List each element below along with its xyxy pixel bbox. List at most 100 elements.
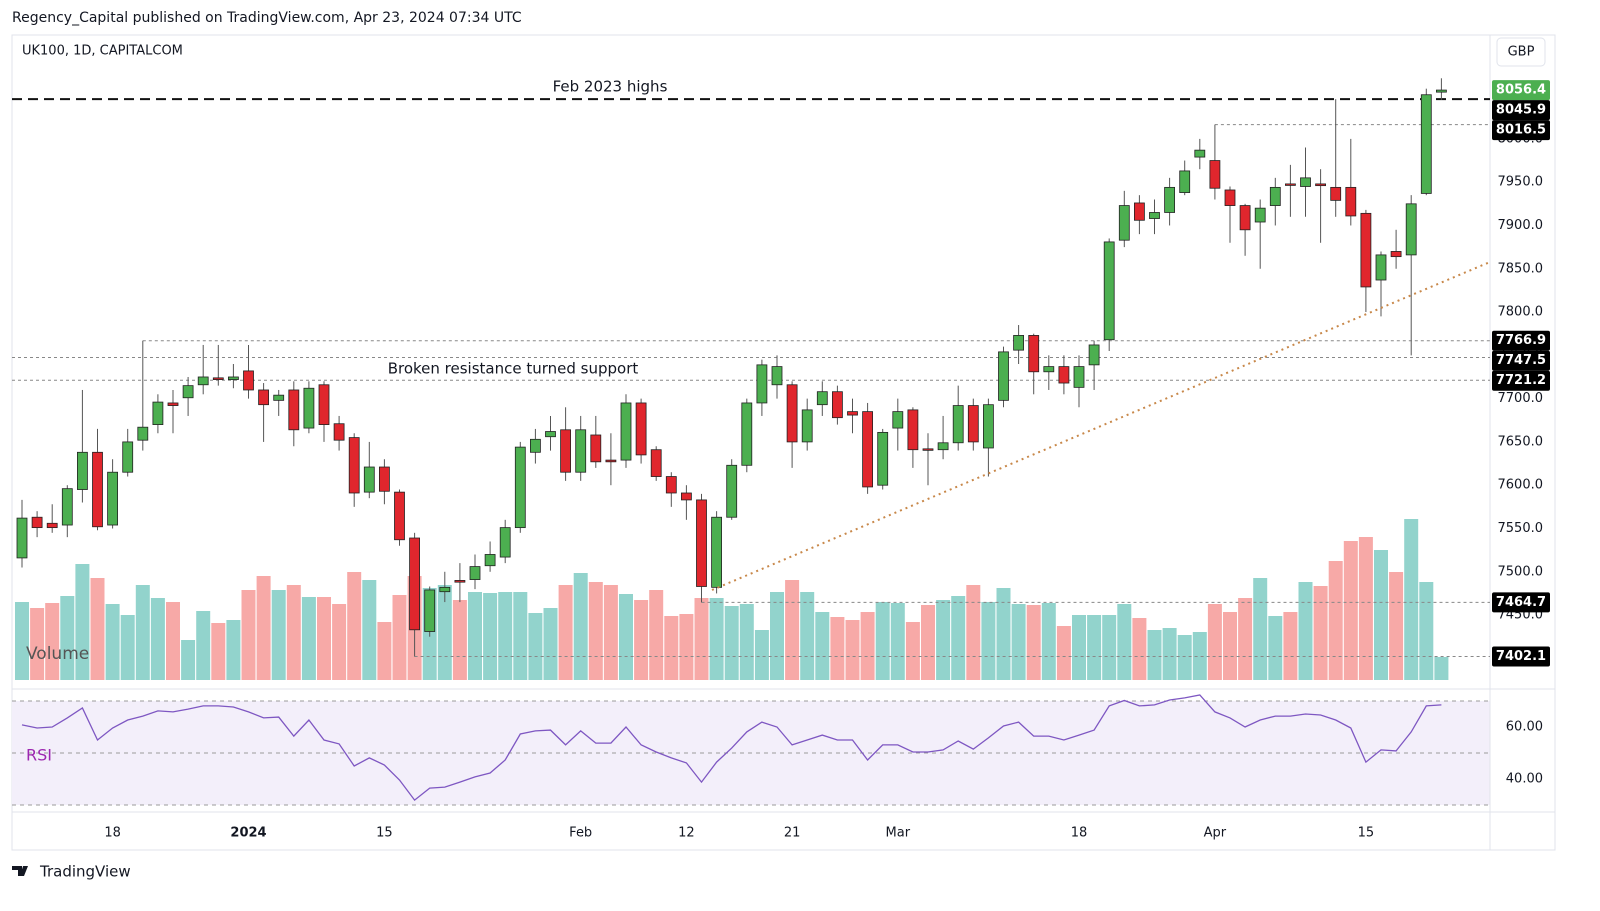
- candle-body: [469, 566, 481, 580]
- candle-body: [983, 404, 994, 449]
- y-tick-label: 7700.0: [1498, 391, 1544, 406]
- price-label: 7402.1: [1496, 649, 1546, 664]
- volume-bar: [1268, 616, 1283, 680]
- price-label: 8056.4: [1496, 83, 1546, 98]
- publisher-line: Regency_Capital published on TradingView…: [12, 10, 522, 26]
- volume-bar: [1253, 578, 1268, 680]
- candle-body: [1013, 335, 1024, 351]
- y-tick-label: 7800.0: [1498, 305, 1544, 320]
- volume-bar: [679, 614, 694, 680]
- candle-body: [1028, 335, 1040, 373]
- volume-bar: [1404, 519, 1419, 680]
- candle-body: [545, 431, 556, 438]
- candle-body: [1315, 183, 1326, 187]
- volume-bar: [286, 585, 301, 680]
- candle-body: [1179, 170, 1191, 193]
- rsi-line: [21, 694, 1442, 802]
- volume-bar: [528, 613, 543, 680]
- volume-bar: [1011, 604, 1026, 680]
- volume-bar: [135, 585, 150, 680]
- volume-bar: [60, 596, 75, 680]
- candle-body: [1058, 366, 1070, 384]
- brand: TradingView: [39, 863, 131, 881]
- volume-bar: [573, 573, 588, 680]
- volume-bar: [317, 597, 331, 680]
- candle-body: [61, 488, 73, 526]
- price-label: 7766.9: [1496, 333, 1546, 348]
- volume-bar: [1147, 630, 1162, 680]
- rsi-tick-label: 60.00: [1506, 720, 1543, 735]
- volume-bar: [966, 585, 981, 680]
- volume-bar: [1192, 632, 1207, 680]
- volume-bar: [1313, 586, 1328, 680]
- volume-bar: [649, 590, 664, 680]
- volume-bar: [1358, 537, 1373, 680]
- volume-bar: [634, 600, 649, 680]
- volume-bar: [226, 620, 241, 680]
- volume-bar: [362, 580, 377, 680]
- volume-bar: [1434, 657, 1449, 680]
- volume-bar: [271, 590, 286, 680]
- volume-bar: [332, 604, 347, 680]
- price-label-box: [1492, 330, 1550, 351]
- candle-body: [696, 499, 707, 587]
- symbol-title: UK100, 1D, CAPITALCOM: [22, 44, 183, 59]
- candle-body: [439, 586, 451, 593]
- candle-body: [333, 423, 345, 441]
- candle-body: [998, 351, 1009, 401]
- candle-body: [590, 434, 602, 463]
- candle-body: [1285, 183, 1296, 186]
- candle-body: [1269, 186, 1281, 206]
- candle-body: [665, 476, 677, 494]
- candle-body: [1360, 212, 1372, 288]
- volume-bar: [301, 597, 316, 680]
- candle-body: [303, 387, 315, 429]
- candle-body: [560, 429, 571, 473]
- candle-body: [167, 402, 179, 406]
- candle-body: [197, 376, 209, 386]
- volume-bar: [196, 611, 211, 680]
- volume-bar: [1419, 582, 1434, 680]
- volume-bar: [392, 595, 407, 680]
- currency-box[interactable]: [1496, 37, 1546, 67]
- candle-body: [620, 402, 632, 461]
- candle-body: [530, 438, 541, 453]
- x-tick-label: 18: [104, 826, 121, 841]
- volume-bar: [15, 602, 29, 680]
- candle-body: [1390, 251, 1402, 258]
- candle-body: [409, 537, 421, 631]
- volume-bar: [1132, 618, 1147, 680]
- volume-bar: [1087, 615, 1102, 680]
- candle-body: [288, 389, 300, 431]
- candle-body: [499, 527, 511, 558]
- volume-bar: [1223, 612, 1237, 680]
- volume-bar: [105, 604, 120, 680]
- candle-body: [454, 580, 466, 583]
- x-tick-label: 18: [1071, 826, 1088, 841]
- volume-bar: [256, 576, 271, 680]
- volume-bar: [1207, 604, 1222, 680]
- candle-body: [363, 466, 375, 493]
- price-label: 7721.2: [1496, 373, 1546, 388]
- price-label-box: [1492, 120, 1550, 141]
- annotation: Feb 2023 highs: [553, 78, 668, 96]
- candle-body: [847, 411, 858, 416]
- volume-bar: [724, 606, 739, 680]
- candle-body: [1103, 241, 1115, 341]
- candle-body: [816, 391, 828, 406]
- volume-label: Volume: [26, 644, 89, 664]
- candle-body: [273, 394, 285, 401]
- candle-body: [862, 411, 873, 488]
- price-label-box: [1492, 80, 1550, 101]
- volume-bar: [830, 617, 845, 680]
- currency[interactable]: GBP: [1508, 45, 1535, 60]
- candle-body: [152, 401, 164, 425]
- volume-bar: [1389, 572, 1404, 680]
- candle-body: [650, 449, 662, 477]
- price-label: 7747.5: [1496, 353, 1546, 368]
- volume-bar: [1072, 615, 1086, 680]
- volume-bar: [770, 592, 784, 680]
- candle-body: [952, 405, 964, 444]
- volume-bar: [543, 608, 558, 680]
- candle-body: [1209, 160, 1221, 189]
